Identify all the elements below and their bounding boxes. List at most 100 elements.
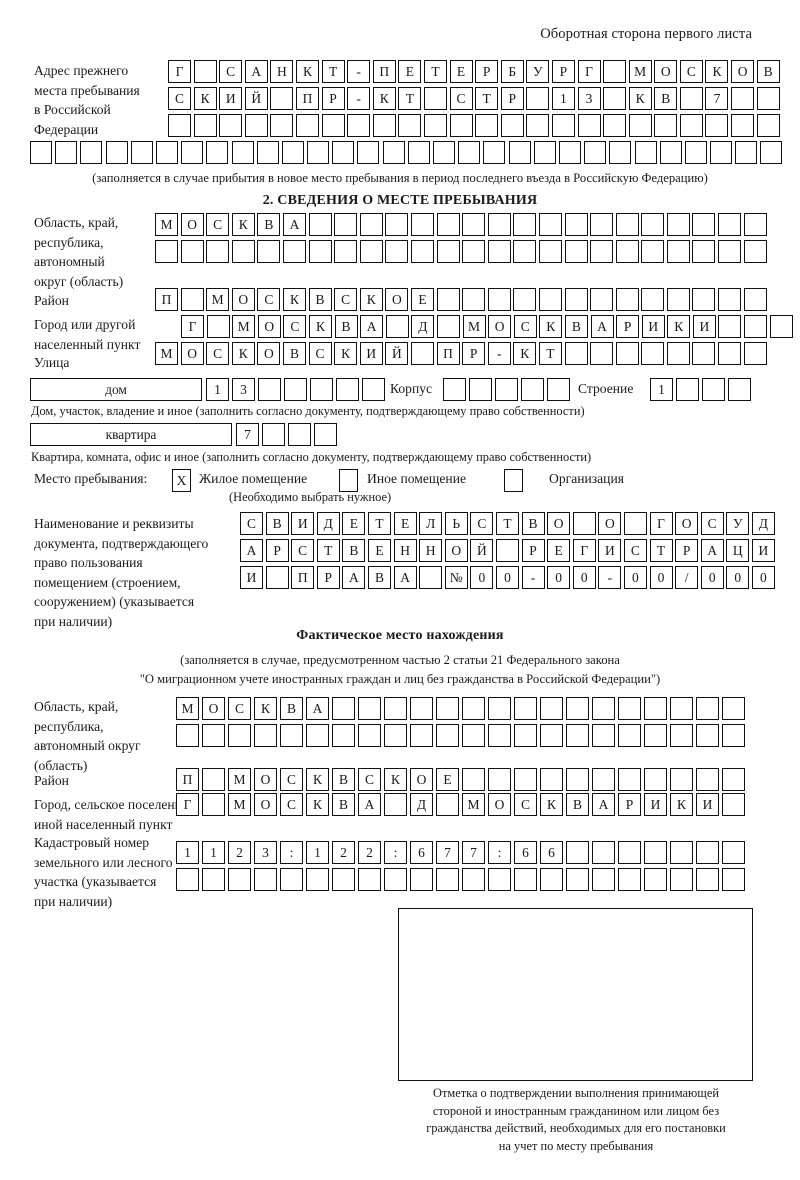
char-cell[interactable] — [641, 288, 665, 311]
char-cell[interactable]: С — [206, 342, 230, 365]
char-cell[interactable] — [362, 378, 385, 401]
char-cell[interactable] — [193, 114, 217, 137]
char-cell[interactable]: Н — [419, 539, 443, 562]
char-cell[interactable]: Т — [316, 539, 340, 562]
char-cell[interactable] — [410, 213, 434, 236]
char-cell[interactable] — [696, 841, 719, 864]
char-cell[interactable] — [254, 868, 277, 891]
char-cell[interactable] — [590, 240, 614, 263]
char-cell[interactable]: Д — [751, 512, 775, 535]
char-cell[interactable] — [615, 213, 639, 236]
char-cell[interactable] — [488, 768, 511, 791]
char-cell[interactable]: К — [282, 288, 306, 311]
char-cell[interactable] — [692, 288, 716, 311]
char-cell[interactable]: Г — [181, 315, 204, 338]
previous-address-row-3[interactable] — [168, 114, 782, 137]
char-cell[interactable] — [155, 240, 178, 263]
char-cell[interactable] — [487, 240, 511, 263]
char-cell[interactable] — [731, 87, 755, 110]
char-cell[interactable] — [359, 213, 383, 236]
char-cell[interactable] — [488, 724, 511, 747]
char-cell[interactable] — [495, 539, 519, 562]
char-cell[interactable]: О — [180, 342, 204, 365]
char-cell[interactable]: К — [308, 315, 332, 338]
char-cell[interactable]: 7 — [436, 841, 459, 864]
char-cell[interactable]: 0 — [572, 566, 596, 589]
char-cell[interactable]: 0 — [700, 566, 724, 589]
char-cell[interactable] — [722, 697, 745, 720]
previous-address-row-4[interactable] — [30, 141, 786, 164]
char-cell[interactable]: Г — [572, 539, 596, 562]
char-cell[interactable] — [257, 240, 281, 263]
char-cell[interactable]: 0 — [649, 566, 673, 589]
char-cell[interactable]: Р — [521, 539, 545, 562]
char-cell[interactable] — [538, 213, 562, 236]
char-cell[interactable]: А — [358, 793, 381, 816]
char-cell[interactable] — [270, 87, 294, 110]
char-cell[interactable] — [618, 841, 641, 864]
char-cell[interactable]: Н — [393, 539, 417, 562]
char-cell[interactable]: 1 — [551, 87, 575, 110]
char-cell[interactable]: М — [462, 315, 486, 338]
char-cell[interactable] — [336, 378, 359, 401]
char-cell[interactable] — [347, 114, 371, 137]
stamp-box[interactable] — [398, 908, 753, 1081]
char-cell[interactable]: В — [265, 512, 289, 535]
char-cell[interactable]: К — [334, 342, 358, 365]
char-cell[interactable]: С — [283, 315, 307, 338]
char-cell[interactable] — [258, 378, 281, 401]
char-cell[interactable]: 1 — [650, 378, 673, 401]
char-cell[interactable]: В — [521, 512, 545, 535]
char-cell[interactable] — [670, 724, 693, 747]
char-cell[interactable] — [592, 697, 615, 720]
char-cell[interactable]: В — [334, 315, 358, 338]
char-cell[interactable]: О — [254, 793, 277, 816]
char-cell[interactable] — [564, 288, 588, 311]
char-cell[interactable] — [462, 697, 485, 720]
char-cell[interactable] — [410, 724, 433, 747]
char-cell[interactable] — [202, 724, 225, 747]
char-cell[interactable] — [533, 141, 556, 164]
char-cell[interactable] — [722, 841, 745, 864]
char-cell[interactable]: В — [342, 539, 366, 562]
char-cell[interactable]: А — [240, 539, 263, 562]
char-cell[interactable]: 7 — [705, 87, 729, 110]
char-cell[interactable] — [475, 114, 499, 137]
char-cell[interactable] — [495, 378, 518, 401]
char-cell[interactable]: 2 — [358, 841, 381, 864]
char-cell[interactable]: О — [547, 512, 571, 535]
char-cell[interactable]: А — [306, 697, 329, 720]
char-cell[interactable]: Р — [265, 539, 289, 562]
char-cell[interactable]: И — [598, 539, 622, 562]
char-cell[interactable]: В — [282, 342, 306, 365]
char-cell[interactable] — [514, 868, 537, 891]
char-cell[interactable]: С — [240, 512, 263, 535]
char-cell[interactable]: О — [675, 512, 699, 535]
char-cell[interactable]: 2 — [228, 841, 251, 864]
char-cell[interactable]: М — [228, 793, 251, 816]
char-cell[interactable] — [176, 724, 199, 747]
char-cell[interactable]: Е — [410, 288, 434, 311]
char-cell[interactable]: О — [180, 213, 204, 236]
char-cell[interactable]: Д — [411, 315, 435, 338]
char-cell[interactable] — [526, 114, 550, 137]
char-cell[interactable] — [547, 378, 570, 401]
char-cell[interactable]: В — [566, 793, 589, 816]
char-cell[interactable] — [372, 114, 396, 137]
char-cell[interactable] — [644, 768, 667, 791]
char-cell[interactable] — [521, 378, 544, 401]
char-cell[interactable] — [577, 114, 601, 137]
char-cell[interactable] — [436, 315, 460, 338]
char-cell[interactable]: С — [219, 60, 243, 83]
char-cell[interactable] — [641, 213, 665, 236]
char-cell[interactable]: А — [592, 793, 615, 816]
korpus-row[interactable] — [443, 378, 573, 401]
char-cell[interactable] — [30, 141, 52, 164]
char-cell[interactable] — [722, 793, 745, 816]
char-cell[interactable] — [436, 697, 459, 720]
char-cell[interactable]: - — [598, 566, 622, 589]
char-cell[interactable] — [130, 141, 153, 164]
